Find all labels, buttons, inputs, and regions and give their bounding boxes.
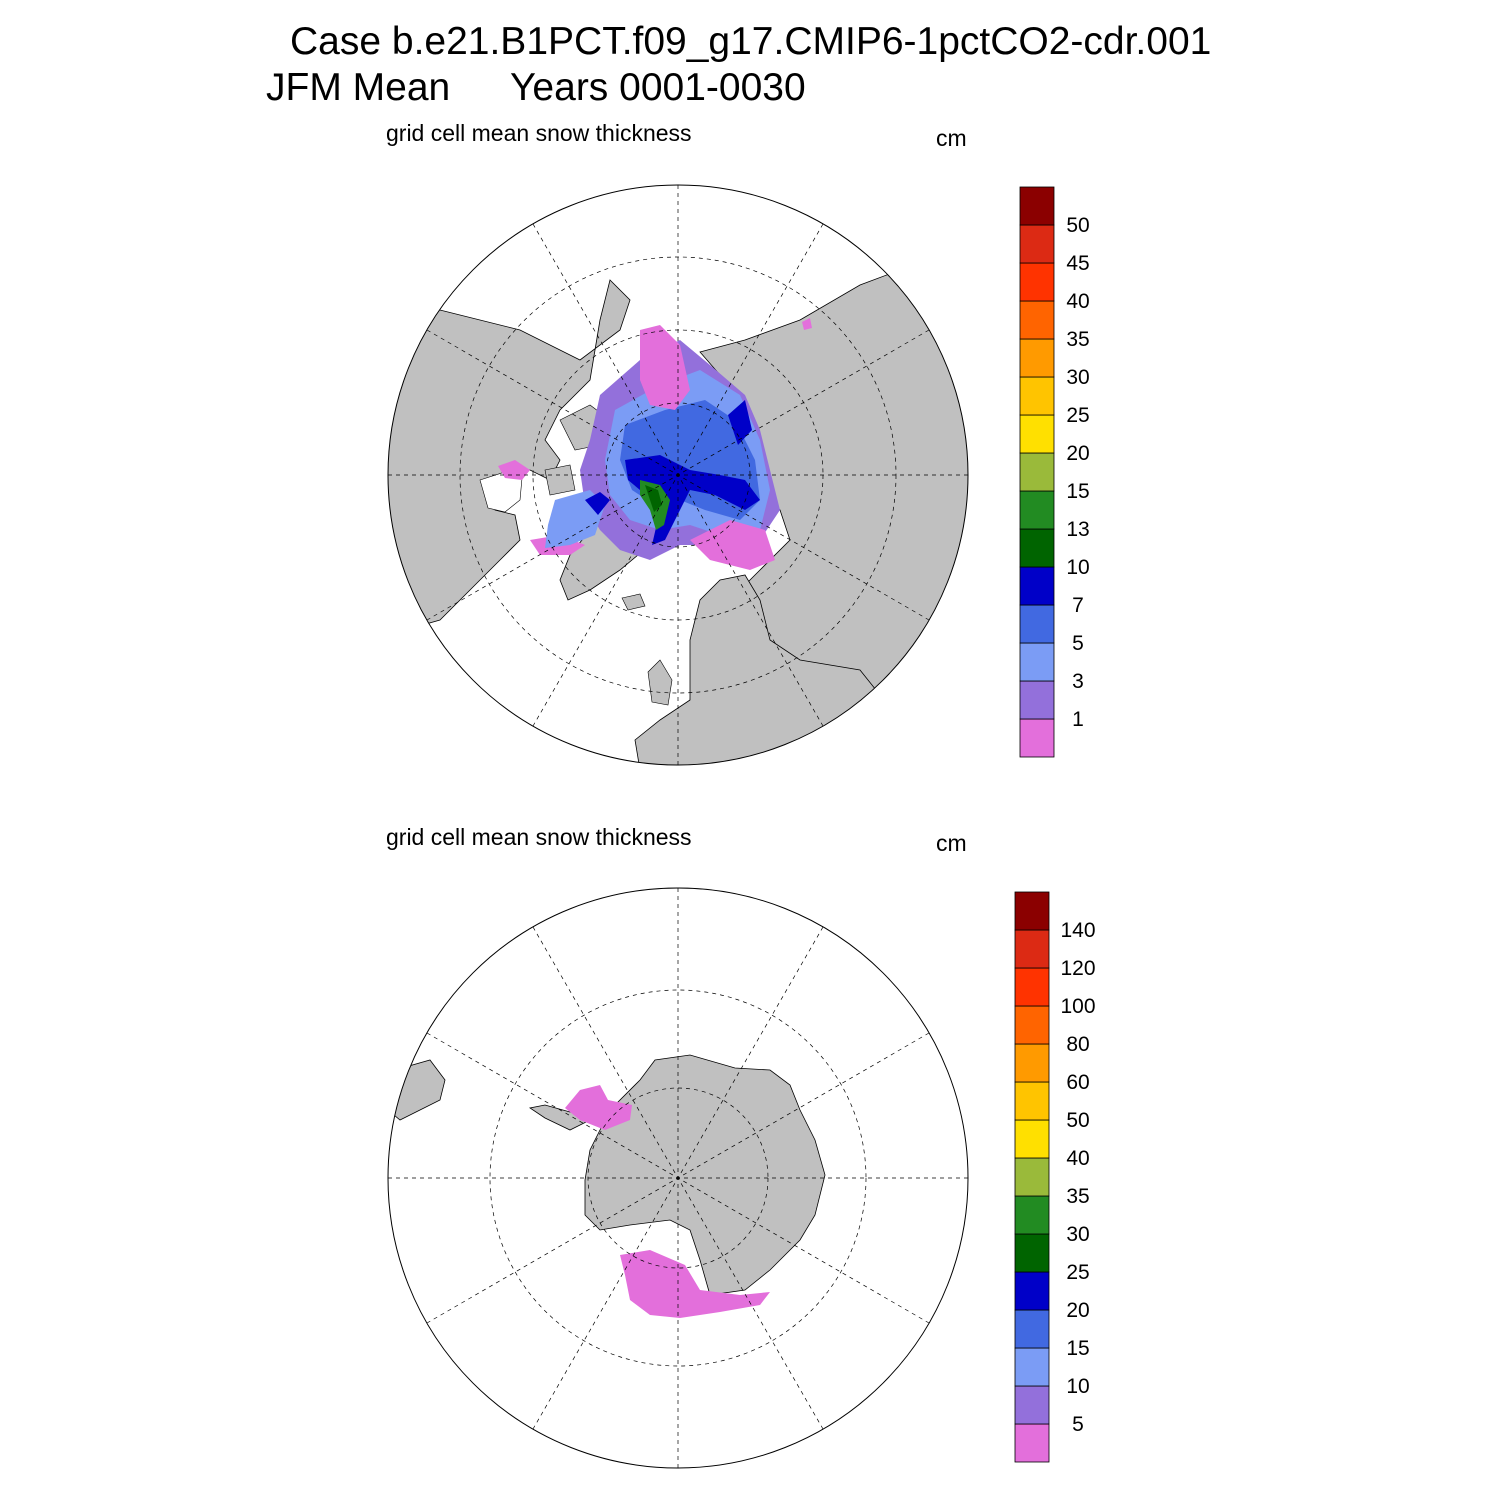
south-units: cm: [936, 830, 967, 856]
colorbar-box: [1014, 1195, 1050, 1235]
colorbar-tick-label: 100: [1060, 995, 1095, 1018]
colorbar-box: [1014, 1271, 1050, 1311]
colorbar-tick-label: 80: [1066, 1033, 1089, 1056]
colorbar-box: [1019, 528, 1055, 568]
north-subtitle: grid cell mean snow thickness: [386, 120, 692, 146]
colorbar-tick-label: 5: [1072, 632, 1084, 655]
colorbar-tick-label: 25: [1066, 404, 1089, 427]
south-polar-map: [387, 887, 969, 1469]
colorbar-box: [1014, 929, 1050, 969]
colorbar-box: [1014, 1233, 1050, 1273]
colorbar-tick-label: 30: [1066, 1223, 1089, 1246]
south-land-antarctica: [584, 1054, 826, 1296]
colorbar-box: [1019, 642, 1055, 682]
colorbar-box: [1019, 186, 1055, 226]
colorbar-tick-label: 10: [1066, 1375, 1089, 1398]
colorbar-tick-label: 25: [1066, 1261, 1089, 1284]
colorbar-tick-label: 35: [1066, 1185, 1089, 1208]
colorbar-box: [1014, 967, 1050, 1007]
colorbar-box: [1014, 1347, 1050, 1387]
colorbar-tick-label: 15: [1066, 1337, 1089, 1360]
colorbar-tick-label: 30: [1066, 366, 1089, 389]
colorbar-box: [1019, 718, 1055, 758]
south-snow-ross: [620, 1250, 770, 1318]
colorbar-tick-label: 140: [1060, 919, 1095, 942]
colorbar-box: [1014, 891, 1050, 931]
colorbar-box: [1019, 566, 1055, 606]
colorbar-box: [1014, 1385, 1050, 1425]
colorbar-tick-label: 15: [1066, 480, 1089, 503]
colorbar-box: [1019, 262, 1055, 302]
colorbar-tick-label: 120: [1060, 957, 1095, 980]
colorbar-box: [1019, 300, 1055, 340]
colorbar-tick-label: 1: [1072, 708, 1084, 731]
colorbar-box: [1014, 1309, 1050, 1349]
colorbar-box: [1019, 224, 1055, 264]
south-subtitle: grid cell mean snow thickness: [386, 824, 692, 850]
south-snow-weddell: [565, 1085, 632, 1130]
colorbar-box: [1019, 376, 1055, 416]
colorbar-tick-label: 10: [1066, 556, 1089, 579]
north-snow-field: [498, 318, 812, 570]
north-land-uk: [647, 659, 673, 706]
colorbar-box: [1019, 452, 1055, 492]
north-polar-map: [387, 184, 969, 766]
season-title: JFM Mean: [266, 66, 451, 109]
colorbar-box: [1019, 604, 1055, 644]
north-units: cm: [936, 125, 967, 151]
case-title: Case b.e21.B1PCT.f09_g17.CMIP6-1pctCO2-c…: [290, 20, 1212, 63]
colorbar-tick-label: 40: [1066, 290, 1089, 313]
colorbar-box: [1019, 414, 1055, 454]
colorbar-tick-label: 50: [1066, 214, 1089, 237]
colorbar-box: [1014, 1043, 1050, 1083]
colorbar-box: [1019, 490, 1055, 530]
colorbar-box: [1019, 680, 1055, 720]
colorbar-box: [1014, 1423, 1050, 1463]
colorbar-tick-label: 7: [1072, 594, 1084, 617]
colorbar-tick-label: 13: [1066, 518, 1089, 541]
north-map-border: [387, 184, 969, 766]
south-map-border: [387, 887, 969, 1469]
colorbar-box: [1019, 338, 1055, 378]
colorbar-tick-label: 60: [1066, 1071, 1089, 1094]
colorbar-tick-label: 40: [1066, 1147, 1089, 1170]
north-graticule: [388, 185, 968, 765]
colorbar-tick-label: 5: [1072, 1413, 1084, 1436]
colorbar-tick-label: 20: [1066, 442, 1089, 465]
colorbar-tick-label: 3: [1072, 670, 1084, 693]
colorbar-tick-label: 20: [1066, 1299, 1089, 1322]
south-graticule: [388, 888, 968, 1468]
south-colorbar: 5 10 15 20 25 30 35 40 50 60 80 100 120 140: [1014, 891, 1096, 1463]
colorbar-box: [1014, 1157, 1050, 1197]
colorbar-tick-label: 35: [1066, 328, 1089, 351]
years-title: Years 0001-0030: [510, 66, 806, 109]
north-land-iceland: [621, 593, 646, 611]
colorbar-tick-label: 50: [1066, 1109, 1089, 1132]
colorbar-box: [1014, 1081, 1050, 1121]
colorbar-box: [1014, 1005, 1050, 1045]
colorbar-tick-label: 45: [1066, 252, 1089, 275]
colorbar-box: [1014, 1119, 1050, 1159]
